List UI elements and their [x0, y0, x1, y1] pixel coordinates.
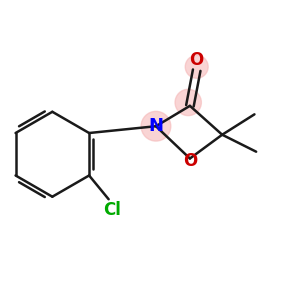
Circle shape — [141, 111, 171, 141]
Text: Cl: Cl — [103, 201, 121, 219]
Text: O: O — [190, 51, 204, 69]
Circle shape — [175, 89, 201, 116]
Circle shape — [185, 55, 208, 78]
Text: O: O — [183, 152, 197, 170]
Text: N: N — [148, 117, 164, 135]
